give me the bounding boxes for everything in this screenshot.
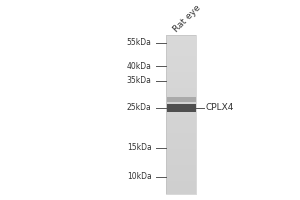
Bar	[167, 90, 196, 93]
Bar	[167, 112, 196, 114]
Bar	[167, 106, 196, 109]
Bar	[167, 114, 196, 117]
Bar	[167, 143, 196, 146]
Bar	[167, 48, 196, 51]
Text: 40kDa: 40kDa	[127, 62, 152, 71]
Bar	[167, 120, 196, 122]
Bar	[167, 117, 196, 120]
Bar	[167, 88, 196, 91]
Bar	[167, 40, 196, 43]
Bar	[167, 104, 196, 112]
Bar	[167, 35, 196, 38]
Text: 10kDa: 10kDa	[127, 172, 152, 181]
Text: 55kDa: 55kDa	[127, 38, 152, 47]
Text: CPLX4: CPLX4	[205, 103, 234, 112]
Bar	[167, 64, 196, 67]
Bar	[167, 186, 196, 189]
Bar	[167, 104, 196, 107]
Bar	[167, 75, 196, 77]
Text: Rat eye: Rat eye	[172, 3, 203, 34]
Bar	[167, 181, 196, 183]
Bar	[167, 69, 196, 72]
Bar	[167, 56, 196, 59]
Bar	[167, 82, 196, 85]
Bar	[167, 189, 196, 191]
Bar	[167, 157, 196, 160]
Bar	[167, 61, 196, 64]
Bar	[167, 162, 196, 165]
Bar	[167, 80, 196, 83]
Bar	[167, 101, 196, 104]
Text: 25kDa: 25kDa	[127, 103, 152, 112]
Bar	[167, 130, 196, 133]
Bar	[167, 178, 196, 181]
Bar	[167, 173, 196, 175]
Bar	[167, 183, 196, 186]
Bar	[167, 51, 196, 53]
Bar	[167, 77, 196, 80]
Bar	[167, 109, 196, 112]
Bar	[167, 97, 196, 102]
Bar	[167, 146, 196, 149]
Bar	[167, 133, 196, 136]
Bar	[167, 98, 196, 101]
Bar	[167, 128, 196, 130]
Bar	[167, 136, 196, 138]
Text: 35kDa: 35kDa	[127, 76, 152, 85]
Bar	[167, 85, 196, 88]
Bar	[167, 151, 196, 154]
Bar	[167, 159, 196, 162]
Bar	[167, 175, 196, 178]
Bar	[167, 35, 196, 194]
Bar	[167, 43, 196, 46]
Text: 15kDa: 15kDa	[127, 143, 152, 152]
Bar	[167, 93, 196, 96]
Bar	[167, 59, 196, 61]
Bar	[167, 45, 196, 48]
Bar	[167, 138, 196, 141]
Bar	[167, 165, 196, 168]
Bar	[167, 170, 196, 173]
Bar	[167, 125, 196, 128]
Bar	[167, 154, 196, 157]
Bar	[167, 67, 196, 69]
Bar	[167, 149, 196, 152]
Bar	[167, 96, 196, 99]
Bar	[167, 122, 196, 125]
Bar	[167, 191, 196, 194]
Bar	[167, 141, 196, 144]
Bar	[167, 53, 196, 56]
Bar	[167, 167, 196, 170]
Bar	[167, 37, 196, 40]
Bar	[167, 72, 196, 75]
